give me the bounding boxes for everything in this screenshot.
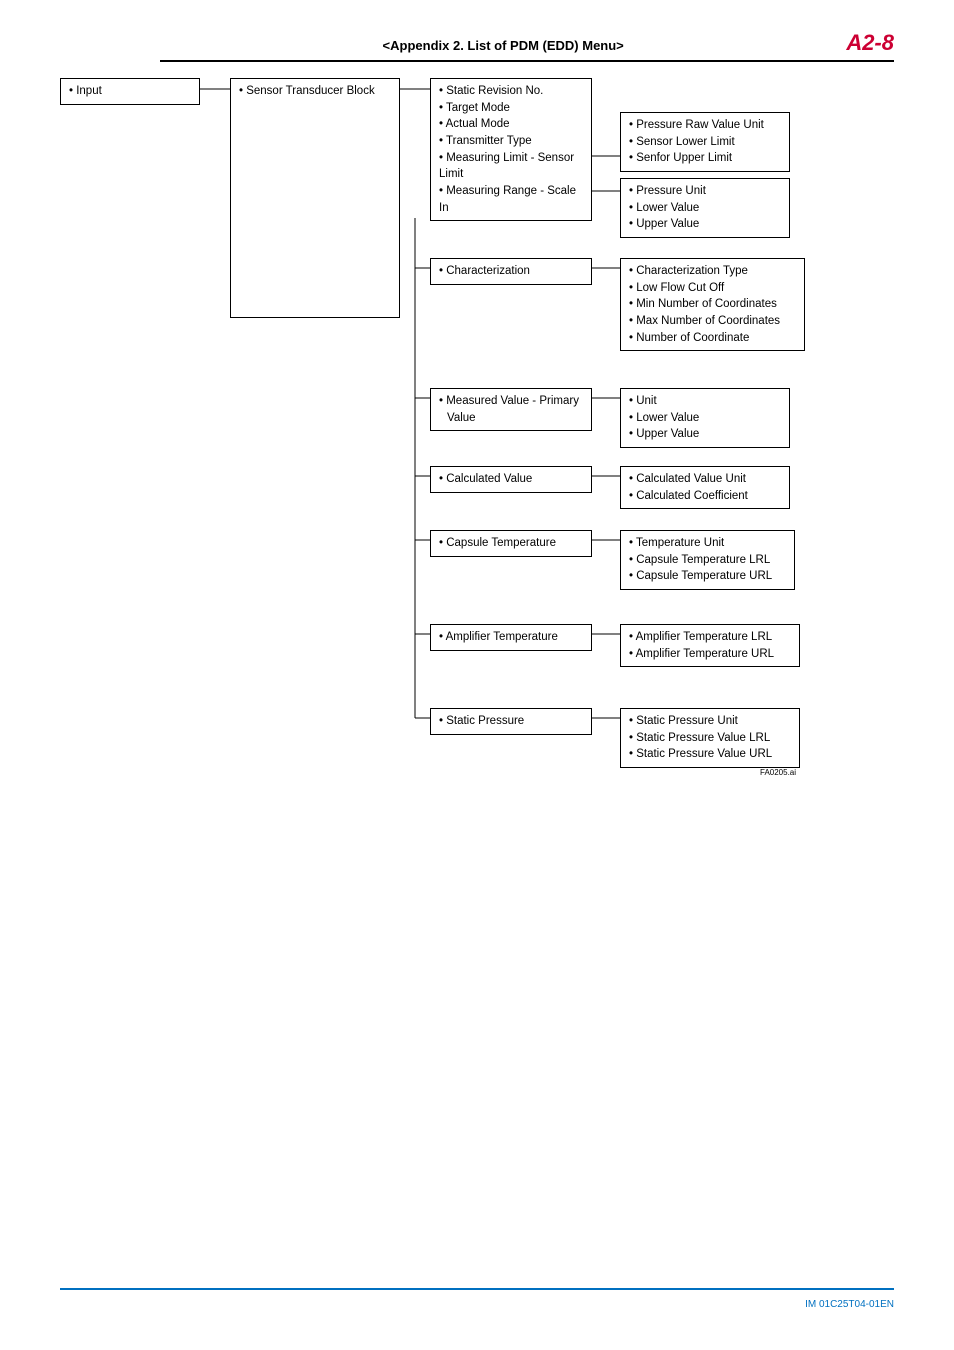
g1s1-0: • Pressure Raw Value Unit [629,117,781,134]
page-header: <Appendix 2. List of PDM (EDD) Menu> A2-… [160,30,894,62]
ct-label: • Capsule Temperature [439,537,556,549]
g1s1-2: • Senfor Upper Limit [629,150,781,167]
sp-1: • Static Pressure Value LRL [629,730,791,747]
sp-label: • Static Pressure [439,715,524,727]
menu-tree-diagram: • Input • Sensor Transducer Block • Stat… [60,78,894,838]
header-title: <Appendix 2. List of PDM (EDD) Menu> [160,38,846,53]
calculated-value-items-box: • Calculated Value Unit • Calculated Coe… [620,466,790,509]
footer-divider [60,1288,894,1290]
group1-sub1-box: • Pressure Raw Value Unit • Sensor Lower… [620,112,790,172]
input-label: • Input [69,85,102,97]
characterization-label: • Characterization [439,265,530,277]
static-pressure-items-box: • Static Pressure Unit • Static Pressure… [620,708,800,768]
page-number: A2-8 [846,30,894,56]
g1s2-1: • Lower Value [629,200,781,217]
calculated-value-label-box: • Calculated Value [430,466,592,493]
char-0: • Characterization Type [629,263,796,280]
input-box: • Input [60,78,200,105]
g1-item-3: • Transmitter Type [439,133,583,150]
measured-value-items-box: • Unit • Lower Value • Upper Value [620,388,790,448]
g1s2-2: • Upper Value [629,216,781,233]
at-1: • Amplifier Temperature URL [629,646,791,663]
mv-label-2: Value [439,410,583,427]
g1s2-0: • Pressure Unit [629,183,781,200]
g1-item-4: • Measuring Limit - Sensor Limit [439,150,583,183]
mv-0: • Unit [629,393,781,410]
capsule-temp-items-box: • Temperature Unit • Capsule Temperature… [620,530,795,590]
mv-label-1: • Measured Value - Primary [439,393,583,410]
ct-2: • Capsule Temperature URL [629,568,786,585]
g1-item-2: • Actual Mode [439,116,583,133]
g1-item-5: • Measuring Range - Scale In [439,183,583,216]
amplifier-temp-items-box: • Amplifier Temperature LRL • Amplifier … [620,624,800,667]
characterization-label-box: • Characterization [430,258,592,285]
characterization-items-box: • Characterization Type • Low Flow Cut O… [620,258,805,351]
ct-1: • Capsule Temperature LRL [629,552,786,569]
char-2: • Min Number of Coordinates [629,296,796,313]
ct-0: • Temperature Unit [629,535,786,552]
page: <Appendix 2. List of PDM (EDD) Menu> A2-… [0,0,954,1350]
g1-item-0: • Static Revision No. [439,83,583,100]
static-pressure-label-box: • Static Pressure [430,708,592,735]
g1-item-1: • Target Mode [439,100,583,117]
cv-1: • Calculated Coefficient [629,488,781,505]
mv-1: • Lower Value [629,410,781,427]
figure-label: FA0205.ai [760,768,796,777]
char-3: • Max Number of Coordinates [629,313,796,330]
cv-0: • Calculated Value Unit [629,471,781,488]
amplifier-temp-label-box: • Amplifier Temperature [430,624,592,651]
sp-0: • Static Pressure Unit [629,713,791,730]
g1s1-1: • Sensor Lower Limit [629,134,781,151]
group1-sub2-box: • Pressure Unit • Lower Value • Upper Va… [620,178,790,238]
footer-doc-id: IM 01C25T04-01EN [805,1299,894,1310]
sensor-transducer-block-box: • Sensor Transducer Block [230,78,400,318]
at-0: • Amplifier Temperature LRL [629,629,791,646]
char-1: • Low Flow Cut Off [629,280,796,297]
sp-2: • Static Pressure Value URL [629,746,791,763]
char-4: • Number of Coordinate [629,330,796,347]
group1-box: • Static Revision No. • Target Mode • Ac… [430,78,592,221]
at-label: • Amplifier Temperature [439,631,558,643]
stb-label: • Sensor Transducer Block [239,85,375,97]
capsule-temp-label-box: • Capsule Temperature [430,530,592,557]
measured-value-label-box: • Measured Value - Primary Value [430,388,592,431]
mv-2: • Upper Value [629,426,781,443]
cv-label: • Calculated Value [439,473,532,485]
